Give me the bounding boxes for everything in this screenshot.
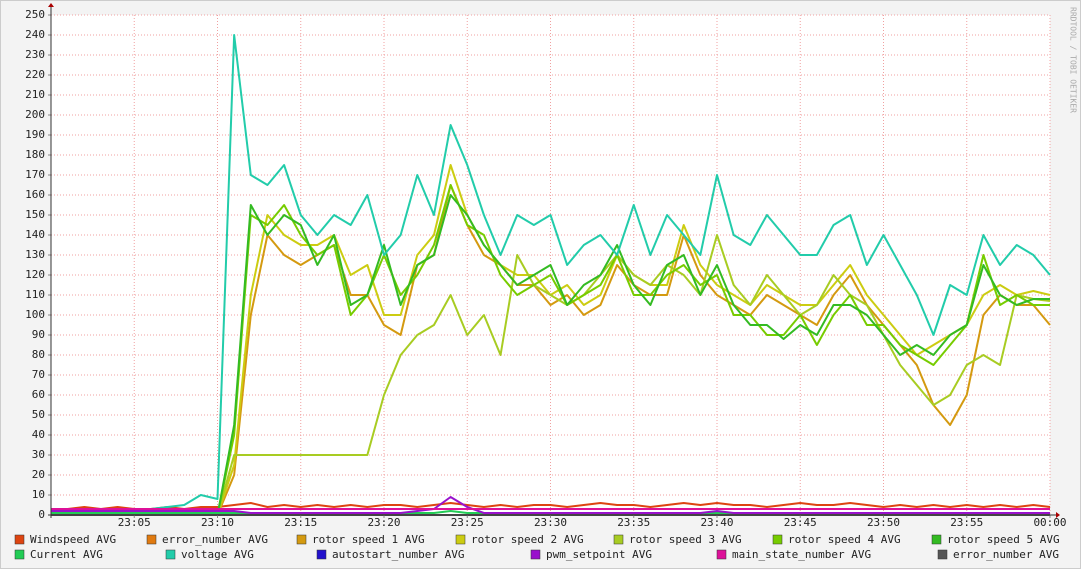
x-tick-label: 23:50	[867, 516, 900, 529]
y-tick-label: 0	[38, 508, 45, 521]
legend-swatch	[530, 549, 541, 560]
y-tick-label: 250	[25, 8, 45, 21]
series-line	[51, 502, 1051, 510]
y-tick-label: 20	[32, 468, 45, 481]
legend-label: Windspeed AVG	[30, 533, 116, 546]
legend-label: rotor speed 3 AVG	[629, 533, 742, 546]
series-line	[51, 496, 1050, 514]
legend-swatch	[14, 534, 25, 545]
legend-label: main_state_number AVG	[732, 548, 871, 561]
legend-label: voltage AVG	[181, 548, 254, 561]
y-tick-label: 220	[25, 68, 45, 81]
legend-swatch	[146, 534, 157, 545]
x-tick-label: 23:35	[617, 516, 650, 529]
x-tick-label: 23:25	[451, 516, 484, 529]
x-tick-label: 23:45	[784, 516, 817, 529]
legend-label: rotor speed 1 AVG	[312, 533, 425, 546]
legend-swatch	[772, 534, 783, 545]
y-tick-label: 210	[25, 88, 45, 101]
legend-label: rotor speed 2 AVG	[471, 533, 584, 546]
legend-label: error_number AVG	[953, 548, 1059, 561]
legend-swatch	[14, 549, 25, 560]
x-tick-label: 23:15	[284, 516, 317, 529]
y-tick-label: 170	[25, 168, 45, 181]
y-tick-label: 10	[32, 488, 45, 501]
legend-swatch	[316, 549, 327, 560]
y-tick-label: 80	[32, 348, 45, 361]
y-tick-label: 180	[25, 148, 45, 161]
y-tick-label: 60	[32, 388, 45, 401]
legend-label: rotor speed 4 AVG	[788, 533, 901, 546]
watermark: RRDTOOL / TOBI OETIKER	[1069, 7, 1078, 113]
y-tick-label: 230	[25, 48, 45, 61]
x-tick-label: 23:30	[534, 516, 567, 529]
legend-label: error_number AVG	[162, 533, 268, 546]
x-arrow	[1056, 512, 1060, 518]
y-tick-label: 200	[25, 108, 45, 121]
y-tick-label: 40	[32, 428, 45, 441]
legend-swatch	[165, 549, 176, 560]
legend-label: rotor speed 5 AVG	[947, 533, 1060, 546]
legend-label: autostart_number AVG	[332, 548, 464, 561]
y-tick-label: 120	[25, 268, 45, 281]
x-tick-label: 00:00	[1033, 516, 1066, 529]
legend-label: Current AVG	[30, 548, 103, 561]
x-tick-label: 23:20	[367, 516, 400, 529]
y-tick-label: 110	[25, 288, 45, 301]
y-tick-label: 100	[25, 308, 45, 321]
x-tick-label: 23:05	[118, 516, 151, 529]
y-tick-label: 240	[25, 28, 45, 41]
legend-swatch	[931, 534, 942, 545]
legend: Windspeed AVG error_number AVG rotor speed…	[14, 533, 1060, 561]
y-tick-label: 70	[32, 368, 45, 381]
y-tick-label: 190	[25, 128, 45, 141]
legend-swatch	[296, 534, 307, 545]
legend-swatch	[613, 534, 624, 545]
y-arrow	[48, 3, 54, 7]
legend-swatch	[937, 549, 948, 560]
legend-swatch	[716, 549, 727, 560]
y-tick-label: 90	[32, 328, 45, 341]
x-tick-label: 23:40	[700, 516, 733, 529]
legend-swatch	[455, 534, 466, 545]
y-tick-label: 150	[25, 208, 45, 221]
y-tick-label: 140	[25, 228, 45, 241]
legend-label: pwm_setpoint AVG	[546, 548, 652, 561]
series-line	[51, 34, 1051, 510]
axes: 0 10 20 30 40 50 60 70 80 90 100 110 120 130 140 150 160…	[25, 3, 1067, 529]
y-tick-label: 30	[32, 448, 45, 461]
y-tick-label: 50	[32, 408, 45, 421]
x-tick-label: 23:10	[201, 516, 234, 529]
y-tick-label: 130	[25, 248, 45, 261]
y-tick-label: 160	[25, 188, 45, 201]
x-tick-label: 23:55	[950, 516, 983, 529]
